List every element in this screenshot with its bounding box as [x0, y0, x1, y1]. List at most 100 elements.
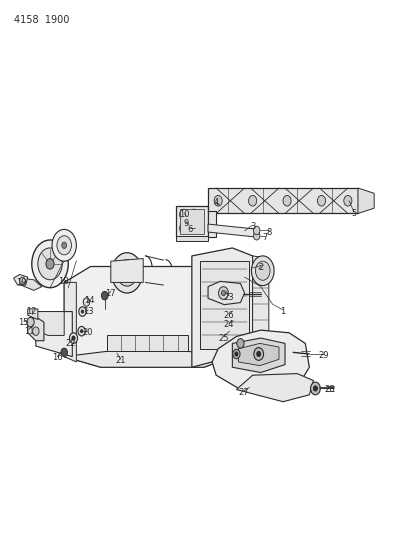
Polygon shape	[28, 309, 38, 319]
Text: 20: 20	[82, 328, 93, 337]
Text: 4: 4	[213, 198, 219, 207]
Circle shape	[253, 226, 260, 235]
Circle shape	[254, 348, 264, 360]
Circle shape	[32, 240, 68, 288]
Circle shape	[251, 256, 274, 286]
Polygon shape	[253, 256, 269, 349]
Polygon shape	[64, 282, 76, 362]
Text: 17: 17	[106, 288, 116, 297]
Circle shape	[112, 253, 142, 293]
Text: 11: 11	[24, 327, 34, 336]
Polygon shape	[236, 374, 313, 402]
Polygon shape	[64, 266, 233, 367]
Text: 23: 23	[224, 293, 235, 302]
Polygon shape	[111, 312, 188, 351]
Polygon shape	[64, 351, 233, 367]
Circle shape	[233, 349, 240, 359]
Circle shape	[219, 287, 228, 300]
Circle shape	[27, 317, 34, 327]
Circle shape	[57, 236, 71, 255]
Circle shape	[81, 310, 84, 313]
Polygon shape	[200, 261, 248, 349]
Circle shape	[117, 260, 137, 286]
Circle shape	[61, 348, 67, 357]
Text: 15: 15	[18, 318, 29, 327]
Text: 26: 26	[224, 311, 235, 320]
Circle shape	[253, 231, 260, 240]
Text: 29: 29	[318, 351, 329, 360]
Circle shape	[257, 351, 261, 357]
Text: 12: 12	[27, 307, 37, 316]
Text: 22: 22	[66, 339, 76, 348]
Polygon shape	[109, 293, 186, 312]
Circle shape	[180, 209, 188, 220]
Text: 24: 24	[224, 320, 234, 329]
Text: 8: 8	[266, 228, 271, 237]
Circle shape	[69, 333, 78, 343]
Circle shape	[52, 229, 76, 261]
Circle shape	[190, 209, 198, 220]
Text: 21: 21	[116, 357, 126, 366]
Polygon shape	[111, 259, 143, 282]
Circle shape	[20, 277, 25, 285]
Text: 2: 2	[258, 263, 263, 272]
Circle shape	[317, 196, 326, 206]
Circle shape	[283, 196, 291, 206]
Circle shape	[33, 327, 39, 335]
Text: 5: 5	[351, 209, 357, 218]
Circle shape	[38, 248, 62, 280]
Circle shape	[310, 382, 320, 395]
Polygon shape	[208, 188, 358, 214]
Circle shape	[80, 329, 83, 333]
Polygon shape	[109, 343, 188, 351]
Circle shape	[313, 386, 317, 391]
Circle shape	[62, 242, 67, 248]
Text: 7: 7	[262, 233, 268, 242]
Circle shape	[79, 307, 86, 317]
Circle shape	[248, 196, 257, 206]
Text: 1: 1	[280, 307, 286, 316]
Polygon shape	[180, 209, 204, 233]
Text: 6: 6	[187, 225, 193, 234]
Text: 3: 3	[250, 222, 255, 231]
Polygon shape	[358, 188, 374, 214]
Circle shape	[180, 223, 188, 233]
Polygon shape	[36, 312, 64, 335]
Text: 9: 9	[183, 219, 188, 228]
Polygon shape	[192, 248, 253, 367]
Text: 13: 13	[83, 307, 94, 316]
Polygon shape	[175, 236, 208, 241]
Polygon shape	[208, 211, 216, 237]
Polygon shape	[175, 206, 208, 237]
Circle shape	[72, 336, 75, 340]
Polygon shape	[208, 281, 244, 305]
Polygon shape	[233, 338, 285, 373]
Circle shape	[102, 292, 108, 300]
Circle shape	[83, 298, 90, 306]
Circle shape	[190, 223, 198, 233]
Text: 25: 25	[218, 334, 229, 343]
Circle shape	[222, 290, 226, 296]
Polygon shape	[36, 312, 72, 357]
Circle shape	[46, 259, 54, 269]
Text: 16: 16	[52, 353, 62, 362]
Circle shape	[123, 268, 131, 278]
Polygon shape	[208, 224, 259, 237]
Circle shape	[235, 352, 238, 356]
Circle shape	[237, 338, 244, 348]
Polygon shape	[28, 317, 44, 341]
Polygon shape	[13, 274, 28, 285]
Text: 28: 28	[324, 385, 335, 394]
Polygon shape	[107, 335, 188, 351]
Polygon shape	[21, 278, 42, 290]
Text: 14: 14	[84, 296, 95, 305]
Circle shape	[255, 261, 270, 280]
Text: 27: 27	[238, 388, 249, 397]
Text: 18: 18	[58, 277, 68, 286]
Polygon shape	[238, 343, 279, 366]
Circle shape	[214, 196, 222, 206]
Circle shape	[344, 196, 352, 206]
Polygon shape	[212, 330, 309, 390]
Text: 10: 10	[179, 210, 190, 219]
Circle shape	[78, 326, 85, 336]
